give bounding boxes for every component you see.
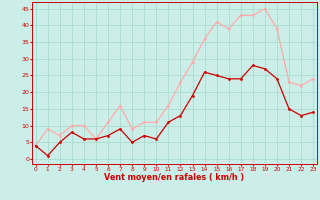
X-axis label: Vent moyen/en rafales ( km/h ): Vent moyen/en rafales ( km/h ) (104, 173, 244, 182)
